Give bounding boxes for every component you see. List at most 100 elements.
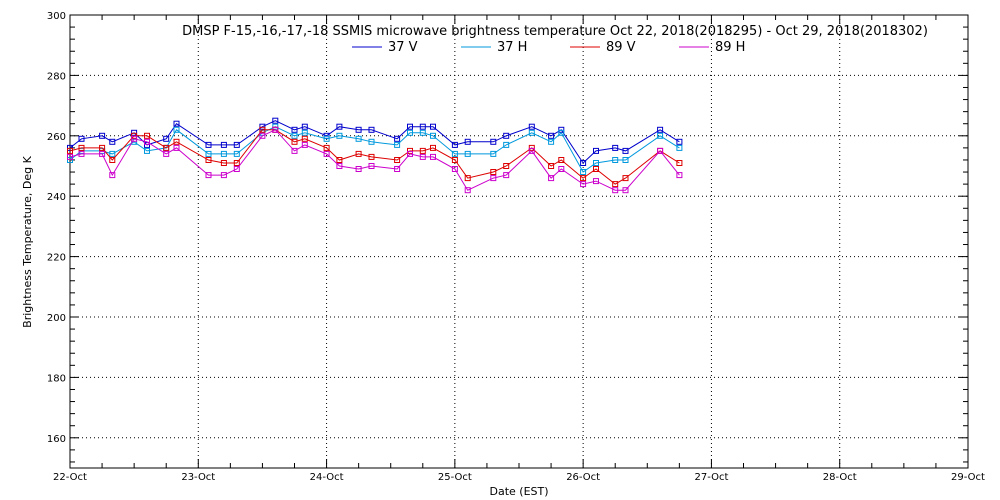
x-axis-label: Date (EST) <box>489 485 548 498</box>
data-point-37-v <box>394 135 401 142</box>
data-point-89-h <box>291 147 298 154</box>
data-point-37-v <box>272 117 279 124</box>
data-point-37-v <box>464 138 471 145</box>
data-point-37-v <box>109 138 116 145</box>
data-point-89-v <box>464 175 471 182</box>
data-point-89-v <box>622 175 629 182</box>
data-point-37-v <box>451 141 458 148</box>
data-point-37-v <box>144 141 150 148</box>
data-point-37-h <box>419 129 426 136</box>
data-point-89-v <box>109 157 116 163</box>
data-point-37-h <box>676 144 683 151</box>
legend-label-37-h: 37 H <box>497 40 527 55</box>
data-point-89-h <box>336 163 343 169</box>
data-point-89-h <box>173 144 180 151</box>
y-tick-label: 280 <box>47 71 66 82</box>
chart-title: DMSP F-15,-16,-17,-18 SSMIS microwave br… <box>182 24 928 39</box>
data-point-37-v <box>657 126 664 133</box>
y-tick-label: 220 <box>47 253 66 264</box>
data-point-37-v <box>430 123 436 130</box>
data-point-37-v <box>419 123 426 130</box>
y-tick-label: 160 <box>47 434 66 445</box>
data-point-89-h <box>451 166 458 172</box>
data-point-37-h <box>301 129 308 136</box>
data-point-37-v <box>593 147 599 154</box>
y-tick-label: 200 <box>47 313 66 324</box>
series-line-37-v <box>69 120 680 164</box>
data-point-89-v <box>205 157 212 163</box>
data-point-37-v <box>259 123 266 130</box>
data-point-89-h <box>394 166 401 172</box>
y-tick-label: 300 <box>47 11 66 22</box>
data-point-37-v <box>163 135 170 142</box>
data-point-89-v <box>355 150 362 157</box>
data-point-37-v <box>580 160 587 166</box>
data-point-37-v <box>220 141 227 148</box>
data-point-37-v <box>291 126 298 133</box>
legend-label-89-v: 89 V <box>606 40 636 55</box>
data-point-89-h <box>368 163 375 169</box>
data-point-37-h <box>109 150 116 157</box>
data-point-89-v <box>490 169 497 175</box>
data-point-37-h <box>580 169 587 175</box>
data-point-37-h <box>291 132 298 139</box>
y-tick-label: 260 <box>47 132 66 143</box>
data-point-37-v <box>612 144 619 151</box>
data-point-37-v <box>233 141 240 148</box>
data-point-89-v <box>259 126 266 133</box>
data-point-89-v <box>67 147 73 154</box>
series-area <box>67 117 683 194</box>
data-point-37-h <box>593 160 599 166</box>
data-point-89-h <box>558 166 565 172</box>
data-point-89-v <box>612 181 619 188</box>
data-point-89-v <box>233 160 240 166</box>
data-point-89-h <box>205 172 212 179</box>
data-point-37-h <box>144 147 150 154</box>
data-point-37-v <box>301 123 308 130</box>
x-tick-label: 26-Oct <box>566 472 600 483</box>
data-point-89-h <box>323 150 330 157</box>
data-point-89-h <box>301 141 308 148</box>
grid <box>70 15 968 468</box>
data-point-37-v <box>490 138 497 145</box>
data-point-37-h <box>622 157 629 163</box>
legend: 37 V 37 H 89 V 89 H <box>352 40 745 55</box>
y-tick-label: 180 <box>47 373 66 384</box>
data-point-37-h <box>220 150 227 157</box>
data-point-37-h <box>612 157 619 163</box>
legend-label-89-h: 89 H <box>715 40 745 55</box>
data-point-89-h <box>131 135 138 142</box>
data-point-37-h <box>233 150 240 157</box>
data-point-89-v <box>144 132 150 139</box>
data-point-89-v <box>430 144 436 151</box>
data-point-89-h <box>67 153 73 160</box>
data-point-89-v <box>676 160 683 166</box>
data-point-37-h <box>528 129 535 136</box>
data-point-37-h <box>323 135 330 142</box>
data-point-89-h <box>580 181 587 188</box>
data-point-37-h <box>464 150 471 157</box>
x-tick-label: 28-Oct <box>823 472 857 483</box>
x-tick-label: 27-Oct <box>694 472 728 483</box>
data-point-37-v <box>503 132 510 139</box>
data-point-89-v <box>580 175 587 182</box>
data-point-89-h <box>163 150 170 157</box>
y-tick-label: 240 <box>47 192 66 203</box>
data-point-37-h <box>173 126 180 133</box>
data-point-89-h <box>233 166 240 172</box>
series-line-89-h <box>69 129 680 191</box>
data-point-37-h <box>355 135 362 142</box>
data-point-89-v <box>78 144 85 151</box>
x-tick-label: 23-Oct <box>181 472 215 483</box>
data-point-89-v <box>291 138 298 145</box>
data-point-89-h <box>593 178 599 185</box>
x-tick-label: 22-Oct <box>53 472 87 483</box>
data-point-89-h <box>430 153 436 160</box>
series-line-89-v <box>69 129 680 185</box>
data-point-89-v <box>99 144 106 151</box>
data-point-89-h <box>78 150 85 157</box>
data-point-37-h <box>394 141 401 148</box>
data-point-89-h <box>528 147 535 154</box>
